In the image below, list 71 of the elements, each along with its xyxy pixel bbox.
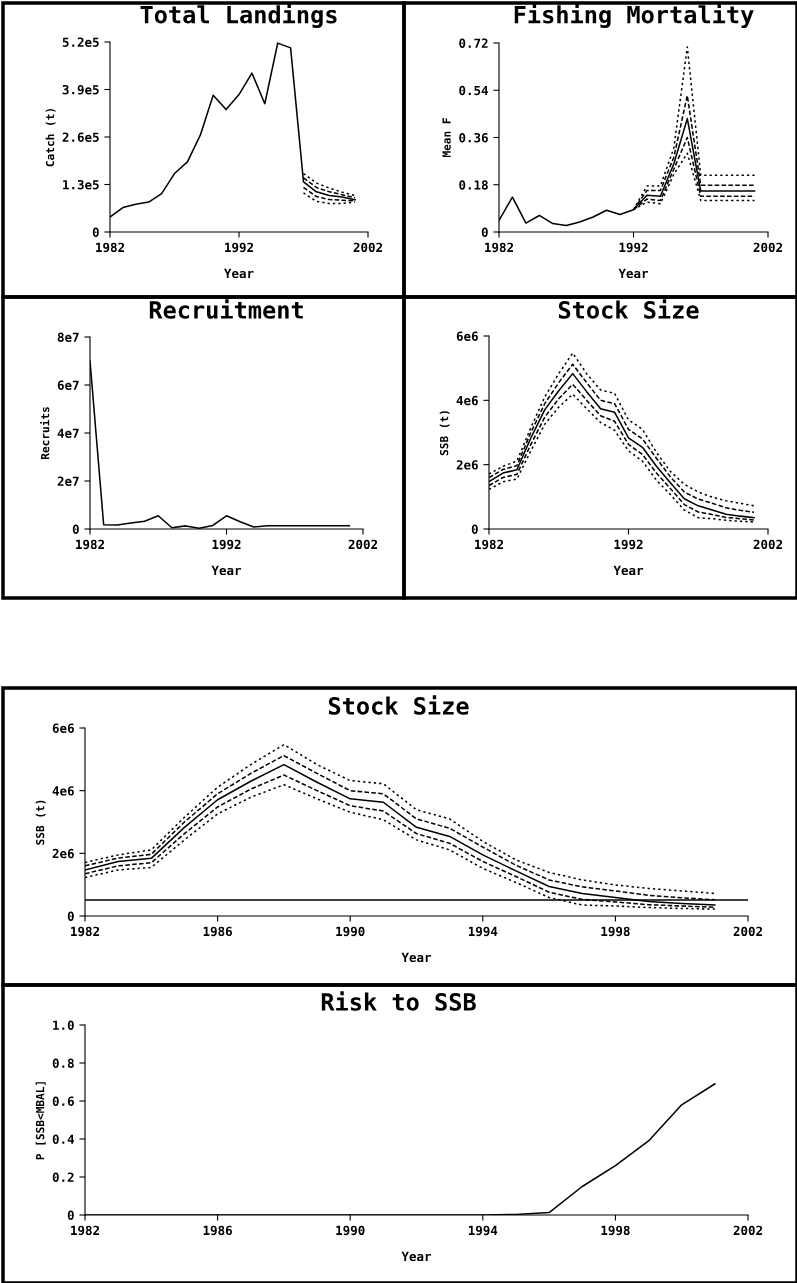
x-tick-label: 1992 (212, 539, 241, 550)
y-tick-label: 0.2 (52, 1172, 74, 1182)
chart-title: Total Landings (140, 3, 337, 29)
x-tick-label: 1982 (76, 539, 105, 550)
y-tick-label: 2.6e5 (62, 132, 99, 142)
x-tick-label: 1982 (485, 242, 514, 253)
y-tick-label: 6e7 (57, 380, 79, 390)
y-tick-label: 4e6 (52, 786, 74, 796)
x-tick-label: 1982 (475, 539, 504, 550)
y-axis-title: Mean F (442, 118, 451, 158)
y-tick-label: 6e6 (52, 723, 74, 733)
y-tick-label: 0 (67, 911, 74, 921)
y-tick-label: 0 (92, 227, 99, 237)
x-tick-label: 1982 (71, 926, 100, 937)
x-tick-label: 2002 (753, 242, 783, 253)
y-tick-label: 0.8 (52, 1058, 74, 1068)
y-tick-label: 4e7 (57, 428, 79, 438)
x-tick-label: 2002 (733, 926, 763, 937)
x-tick-label: 1986 (203, 926, 232, 937)
y-tick-label: 3.9e5 (62, 84, 99, 95)
y-tick-label: 0.36 (459, 132, 488, 143)
x-axis-title: Year (401, 1251, 432, 1262)
x-tick-label: 1992 (614, 539, 643, 550)
y-axis-title: P [SSB<MBAL] (35, 1082, 46, 1160)
x-tick-label: 1982 (71, 1225, 100, 1236)
y-axis-title: Recruits (40, 407, 50, 460)
x-tick-label: 1990 (336, 926, 365, 937)
y-tick-label: 2e6 (52, 848, 74, 859)
x-axis-title: Year (401, 952, 432, 963)
chart-title: Fishing Mortality (514, 3, 754, 29)
y-tick-label: 8e7 (57, 332, 79, 342)
y-tick-label: 0.54 (459, 85, 489, 96)
x-tick-label: 1998 (601, 1225, 630, 1236)
y-tick-label: 6e6 (456, 331, 478, 341)
y-axis-title: SSB (t) (439, 411, 450, 456)
y-tick-label: 1.0 (53, 1020, 74, 1030)
x-tick-label: 1994 (468, 1225, 498, 1236)
y-axis-title: SSB (t) (35, 800, 46, 845)
y-axis-title: Catch (t) (45, 108, 56, 167)
y-tick-label: 5.2e5 (62, 37, 99, 47)
y-tick-label: 0 (481, 227, 488, 237)
x-tick-label: 1992 (619, 242, 648, 253)
chart-title: Risk to SSB (321, 991, 476, 1011)
x-axis-title: Year (613, 565, 644, 576)
x-axis-title: Year (211, 565, 242, 576)
y-tick-label: 2e7 (57, 476, 79, 486)
y-tick-label: 0 (72, 524, 79, 534)
x-tick-label: 1994 (468, 926, 498, 937)
x-tick-label: 2002 (348, 539, 378, 550)
chart-title: Stock Size (558, 299, 699, 319)
y-tick-label: 0 (471, 524, 478, 534)
y-tick-label: 0.4 (52, 1134, 75, 1144)
x-tick-label: 1990 (336, 1225, 365, 1236)
x-tick-label: 2002 (753, 539, 783, 550)
x-tick-label: 1982 (96, 242, 125, 253)
y-tick-label: 1.3e5 (63, 179, 99, 190)
y-tick-label: 2e6 (456, 460, 478, 470)
y-tick-label: 0 (67, 1210, 74, 1220)
y-tick-label: 0.72 (459, 38, 488, 48)
x-tick-label: 1986 (203, 1225, 232, 1236)
x-tick-label: 1992 (225, 242, 254, 253)
y-tick-label: 4e6 (456, 395, 478, 406)
chart-title: Recruitment (149, 299, 303, 319)
x-tick-label: 2002 (733, 1225, 763, 1236)
x-tick-label: 1998 (601, 926, 630, 937)
chart-title: Stock Size (328, 695, 469, 715)
x-axis-title: Year (618, 268, 649, 279)
x-axis-title: Year (224, 268, 254, 279)
y-tick-label: 0.18 (459, 180, 488, 190)
x-tick-label: 2002 (353, 242, 383, 253)
y-tick-label: 0.6 (52, 1096, 74, 1106)
